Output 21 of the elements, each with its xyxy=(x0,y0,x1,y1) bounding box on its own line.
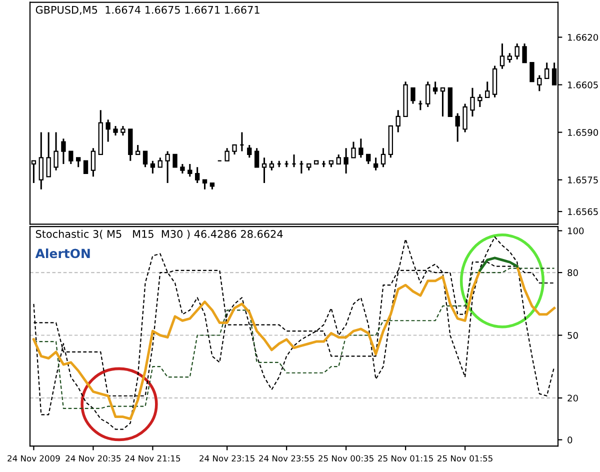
x-tick-label: 24 Nov 23:15 xyxy=(200,455,254,462)
x-tick-label: 25 Nov 01:15 xyxy=(378,455,433,462)
x-tick-label: 25 Nov 01:55 xyxy=(438,455,492,462)
y-tick-label: 20 xyxy=(568,394,578,402)
y-tick-label: 100 xyxy=(568,227,584,234)
y-tick-label: 0 xyxy=(568,436,572,444)
y-tick-label: 50 xyxy=(568,332,578,339)
annotation: AlertON xyxy=(35,248,90,258)
y-tick-label: 1.6605 xyxy=(568,81,598,88)
y-tick-label: 1.6565 xyxy=(568,208,598,216)
x-tick-label: 25 Nov 00:35 xyxy=(318,455,374,462)
y-tick-label: 1.6590 xyxy=(568,129,598,136)
x-tick-label: 24 Nov 2009 xyxy=(8,455,60,462)
chart-title: GBPUSD,M5 1.6674 1.6675 1.6671 1.6671 xyxy=(36,6,260,15)
y-tick-label: 80 xyxy=(568,269,578,276)
chart-title: Stochastic 3( M5 M15 M30 ) 46.4286 28.6624 xyxy=(36,230,283,240)
x-tick-label: 24 Nov 21:15 xyxy=(125,455,180,462)
y-tick-label: 1.6620 xyxy=(568,34,598,41)
x-tick-label: 24 Nov 23:55 xyxy=(259,455,314,462)
x-tick-label: 24 Nov 20:35 xyxy=(66,455,121,462)
y-tick-label: 1.6575 xyxy=(568,176,598,184)
